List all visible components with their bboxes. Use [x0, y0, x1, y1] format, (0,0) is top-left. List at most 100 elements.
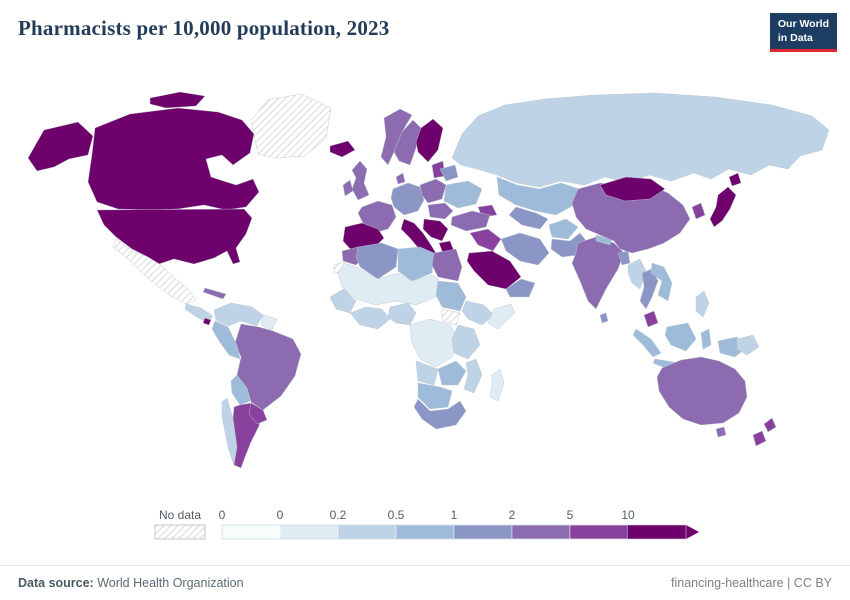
legend-swatch-bin-6[interactable] — [569, 524, 629, 540]
country-iceland[interactable] — [329, 140, 356, 158]
country-ethiopia[interactable] — [461, 300, 495, 326]
country-canada[interactable] — [87, 107, 260, 211]
country-uzbekistan-turkmenistan[interactable] — [508, 206, 549, 230]
country-cuba[interactable] — [202, 287, 227, 300]
country-sri-lanka[interactable] — [599, 312, 609, 324]
owid-logo-line2: in Data — [777, 31, 813, 44]
country-zambia-zimbabwe[interactable] — [437, 360, 467, 386]
legend-swatch-bin-3[interactable] — [395, 524, 455, 540]
legend-swatch-bin-7-arrow[interactable] — [628, 525, 699, 539]
country-afghanistan[interactable] — [548, 218, 579, 240]
country-west-africa-coast[interactable] — [349, 306, 391, 330]
country-papua-new-guinea[interactable] — [736, 334, 760, 356]
country-kenya-tanzania[interactable] — [451, 324, 481, 360]
country-usa[interactable] — [96, 208, 253, 265]
country-japan[interactable] — [709, 186, 737, 228]
data-source-label: Data source: — [18, 576, 94, 590]
legend-swatch-bin-5[interactable] — [511, 524, 571, 540]
data-source: Data source: World Health Organization — [18, 576, 244, 590]
legend-tick-0b: 0 — [277, 508, 284, 522]
chart-header: Pharmacists per 10,000 population, 2023 … — [0, 0, 850, 58]
country-angola[interactable] — [415, 360, 439, 386]
country-canada-arctic[interactable] — [149, 91, 206, 109]
legend-swatch-bin-1[interactable] — [279, 524, 339, 540]
country-korea[interactable] — [691, 202, 706, 220]
country-saudi-arabia[interactable] — [466, 250, 522, 290]
country-india[interactable] — [571, 236, 625, 310]
country-senegal-guinea[interactable] — [329, 288, 357, 314]
country-algeria[interactable] — [355, 242, 399, 280]
country-mexico[interactable] — [112, 238, 197, 305]
country-peru[interactable] — [211, 320, 241, 360]
country-south-sudan[interactable] — [441, 308, 461, 326]
country-colombia-venezuela[interactable] — [213, 302, 264, 327]
country-malaysia[interactable] — [643, 310, 659, 328]
country-iran[interactable] — [500, 232, 550, 266]
legend-swatch-bin-2[interactable] — [337, 524, 397, 540]
legend-tick-10: 10 — [621, 508, 635, 522]
legend-no-data-swatch[interactable] — [154, 524, 206, 540]
legend-no-data-label: No data — [159, 508, 201, 522]
country-sudan[interactable] — [435, 280, 467, 312]
country-bangladesh[interactable] — [617, 250, 631, 266]
country-denmark[interactable] — [395, 172, 406, 185]
country-guyanas[interactable] — [260, 314, 278, 331]
country-philippines[interactable] — [695, 290, 710, 318]
country-madagascar[interactable] — [489, 368, 505, 402]
country-sahel[interactable] — [337, 262, 439, 306]
country-uk[interactable] — [351, 160, 370, 201]
country-romania-hungary[interactable] — [427, 202, 454, 220]
country-australia[interactable] — [656, 356, 748, 426]
owid-logo-line1: Our World — [777, 18, 829, 30]
owid-logo[interactable]: Our World in Data — [769, 13, 837, 53]
country-balkans[interactable] — [422, 218, 449, 242]
country-namibia-botswana[interactable] — [417, 382, 453, 410]
country-usa-alaska[interactable] — [27, 121, 94, 172]
country-egypt[interactable] — [431, 248, 463, 282]
country-sweden[interactable] — [393, 119, 422, 166]
country-indonesia-borneo[interactable] — [664, 322, 697, 352]
map-svg — [27, 91, 830, 469]
country-central-africa[interactable] — [409, 318, 459, 368]
country-south-africa[interactable] — [413, 398, 467, 430]
country-germany-central-europe[interactable] — [390, 182, 425, 216]
country-australia-tasmania[interactable] — [715, 426, 727, 438]
country-ireland[interactable] — [342, 179, 354, 197]
country-finland[interactable] — [415, 118, 444, 163]
country-costa-rica[interactable] — [202, 317, 212, 326]
legend-bar-outline — [221, 524, 687, 540]
legend-tick-02: 0.2 — [330, 508, 347, 522]
country-ukraine[interactable] — [443, 180, 483, 209]
license-note[interactable]: financing-healthcare | CC BY — [671, 576, 832, 590]
country-japan-hokkaido[interactable] — [728, 172, 742, 187]
country-somalia[interactable] — [487, 303, 516, 330]
country-vietnam-laos[interactable] — [650, 262, 673, 302]
country-indonesia-sumatra[interactable] — [632, 328, 662, 358]
country-indonesia-sulawesi[interactable] — [700, 328, 712, 350]
country-yemen-oman[interactable] — [505, 278, 536, 298]
legend-swatch-bin-4[interactable] — [453, 524, 513, 540]
country-new-zealand-south[interactable] — [752, 430, 767, 447]
legend-tick-05: 0.5 — [388, 508, 405, 522]
legend-tick-2: 2 — [509, 508, 516, 522]
country-poland[interactable] — [419, 178, 447, 204]
legend-swatch-bin-0[interactable] — [221, 524, 281, 540]
chart-footer: Data source: World Health Organization f… — [0, 565, 850, 600]
country-new-zealand-north[interactable] — [763, 417, 777, 433]
country-mozambique[interactable] — [463, 358, 483, 394]
country-brazil[interactable] — [234, 323, 302, 411]
country-nigeria[interactable] — [387, 302, 417, 326]
country-turkey[interactable] — [450, 210, 491, 232]
legend-tick-0a: 0 — [219, 508, 226, 522]
country-belarus[interactable] — [439, 164, 459, 182]
data-source-value: World Health Organization — [93, 576, 244, 590]
legend-svg: No data 0 0 0.2 0.5 1 2 5 10 — [154, 508, 699, 540]
country-libya[interactable] — [397, 246, 435, 282]
country-paraguay-uruguay[interactable] — [248, 402, 268, 425]
country-levant-iraq[interactable] — [469, 228, 502, 252]
country-myanmar[interactable] — [627, 258, 647, 290]
country-russia[interactable] — [451, 92, 830, 188]
country-greenland[interactable] — [250, 93, 332, 159]
country-mongolia[interactable] — [599, 176, 666, 202]
legend-tick-1: 1 — [451, 508, 458, 522]
